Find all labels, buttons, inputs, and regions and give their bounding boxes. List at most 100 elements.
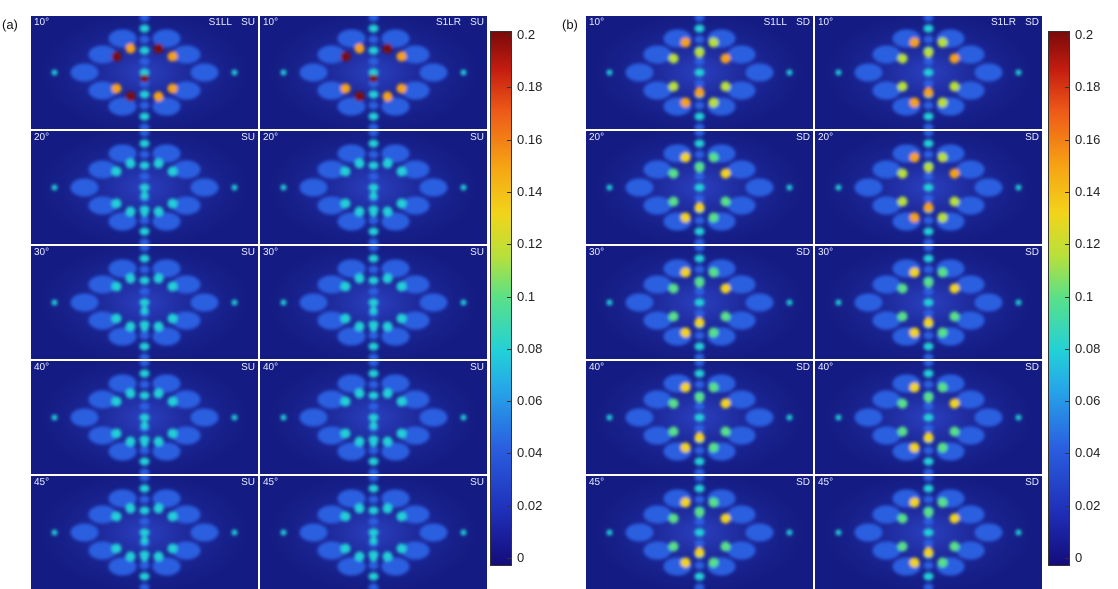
intensity-spot [341, 314, 351, 324]
colorbar-tick-label: 0.16 [1075, 132, 1100, 147]
streak-spot [924, 361, 934, 367]
center-spot [370, 211, 378, 217]
intensity-spot [721, 399, 731, 409]
side-dot [1016, 70, 1022, 76]
intensity-spot [669, 514, 679, 524]
streak-spot [369, 332, 379, 340]
intensity-spot [924, 433, 934, 443]
heatmap-tile: 45°SD [815, 476, 1042, 589]
mode-label: SD [796, 362, 810, 373]
intensity-spot [669, 542, 679, 552]
streak-spot [924, 310, 934, 318]
streak-spot [924, 540, 934, 548]
lobe [71, 409, 99, 427]
streak-spot [369, 277, 379, 285]
streak-spot [924, 562, 934, 570]
lobe [746, 409, 774, 427]
intensity-spot [669, 312, 679, 322]
lobe [746, 64, 774, 82]
intensity-spot [355, 389, 365, 399]
angle-label: 30° [263, 247, 278, 258]
intensity-spot [168, 544, 178, 554]
side-dot [52, 300, 58, 306]
heatmap-tile: 45°SU [31, 476, 258, 589]
intensity-spot [898, 284, 908, 294]
lobe [746, 179, 774, 197]
colorbar-tick-mark [1065, 506, 1070, 507]
diffraction-pattern [260, 476, 487, 589]
angle-label: 40° [818, 362, 833, 373]
lobe [855, 409, 883, 427]
streak-spot [140, 140, 150, 148]
streak-spot [140, 16, 150, 22]
streak-spot [924, 370, 934, 378]
lobe [746, 294, 774, 312]
streak-spot [924, 69, 934, 77]
streak-spot [140, 370, 150, 378]
mode-label: SD [796, 17, 810, 28]
intensity-spot [709, 153, 719, 163]
streak-spot [695, 173, 705, 181]
streak-spot [695, 151, 705, 159]
intensity-spot [669, 427, 679, 437]
intensity-spot [383, 552, 393, 562]
lobe [957, 312, 985, 330]
intensity-spot [126, 552, 136, 562]
intensity-spot [898, 312, 908, 322]
heatmap-tile: 20°SU [31, 131, 258, 244]
intensity-spot [126, 207, 136, 217]
intensity-spot [168, 84, 178, 94]
streak-spot [695, 403, 705, 411]
intensity-spot [355, 159, 365, 169]
intensity-spot [938, 498, 948, 508]
streak-spot [140, 299, 150, 307]
lobe [957, 197, 985, 215]
streak-spot [695, 414, 705, 422]
streak-spot [924, 58, 934, 66]
intensity-spot [924, 88, 934, 98]
colorbar-tick-mark [507, 192, 512, 193]
diffraction-pattern [31, 16, 258, 129]
intensity-spot [168, 314, 178, 324]
streak-spot [140, 485, 150, 493]
colorbar-tick-mark [507, 349, 512, 350]
mode-label: SD [1025, 247, 1039, 258]
heatmap-tile: 20°SD [586, 131, 813, 244]
intensity-spot [709, 98, 719, 108]
intensity-spot [910, 558, 920, 568]
intensity-spot [910, 383, 920, 393]
streak-spot [369, 414, 379, 422]
diffraction-pattern [815, 476, 1042, 589]
angle-label: 45° [589, 477, 604, 488]
streak-spot [695, 16, 705, 22]
center-spot [141, 307, 149, 315]
angle-label: 10° [263, 17, 278, 28]
colorbar-tick-label: 0.08 [517, 341, 542, 356]
streak-spot [369, 496, 379, 504]
intensity-spot [112, 52, 122, 62]
colorbar-tick-mark [507, 87, 512, 88]
side-dot [607, 70, 613, 76]
intensity-spot [898, 427, 908, 437]
intensity-spot [721, 197, 731, 207]
intensity-spot [397, 314, 407, 324]
intensity-spot [709, 38, 719, 48]
streak-spot [695, 217, 705, 225]
angle-label: 30° [34, 247, 49, 258]
intensity-spot [341, 84, 351, 94]
streak-spot [140, 36, 150, 44]
heatmap-tile: 45°SU [260, 476, 487, 589]
intensity-spot [695, 548, 705, 558]
side-dot [461, 185, 467, 191]
heatmap-tile: 20°SD [815, 131, 1042, 244]
streak-spot [140, 573, 150, 581]
intensity-spot [910, 38, 920, 48]
angle-label: 20° [589, 132, 604, 143]
lobe [975, 524, 1003, 542]
streak-spot [924, 403, 934, 411]
streak-spot [924, 102, 934, 110]
streak-spot [695, 496, 705, 504]
streak-spot [924, 354, 934, 360]
